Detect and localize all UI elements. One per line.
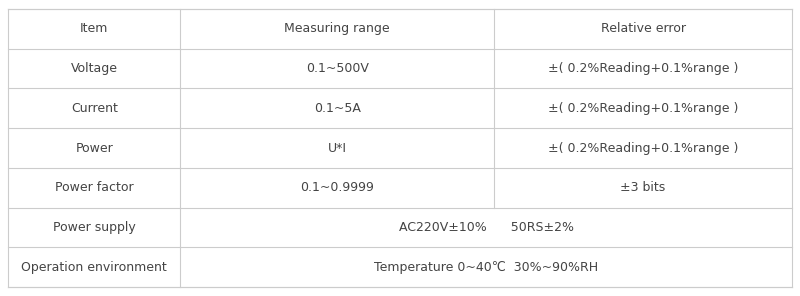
- Text: ±( 0.2%Reading+0.1%range ): ±( 0.2%Reading+0.1%range ): [548, 62, 738, 75]
- Text: Power factor: Power factor: [55, 181, 134, 194]
- Text: Current: Current: [71, 102, 118, 115]
- Text: U*I: U*I: [328, 141, 346, 155]
- Text: AC220V±10%      50RS±2%: AC220V±10% 50RS±2%: [398, 221, 574, 234]
- Text: Temperature 0~40℃  30%~90%RH: Temperature 0~40℃ 30%~90%RH: [374, 261, 598, 274]
- Text: Item: Item: [80, 22, 109, 35]
- Bar: [8, 49, 792, 89]
- Bar: [8, 168, 792, 207]
- Bar: [8, 128, 792, 168]
- Text: Power supply: Power supply: [53, 221, 136, 234]
- Text: ±( 0.2%Reading+0.1%range ): ±( 0.2%Reading+0.1%range ): [548, 102, 738, 115]
- Text: Operation environment: Operation environment: [22, 261, 167, 274]
- Bar: [8, 247, 792, 287]
- Text: Relative error: Relative error: [601, 22, 686, 35]
- Text: Measuring range: Measuring range: [285, 22, 390, 35]
- Bar: [8, 9, 792, 49]
- Text: 0.1~500V: 0.1~500V: [306, 62, 369, 75]
- Text: 0.1~5A: 0.1~5A: [314, 102, 361, 115]
- Bar: [8, 89, 792, 128]
- Text: 0.1~0.9999: 0.1~0.9999: [300, 181, 374, 194]
- Text: ±( 0.2%Reading+0.1%range ): ±( 0.2%Reading+0.1%range ): [548, 141, 738, 155]
- Bar: [8, 207, 792, 247]
- Text: ±3 bits: ±3 bits: [621, 181, 666, 194]
- Text: Power: Power: [75, 141, 113, 155]
- Text: Voltage: Voltage: [70, 62, 118, 75]
